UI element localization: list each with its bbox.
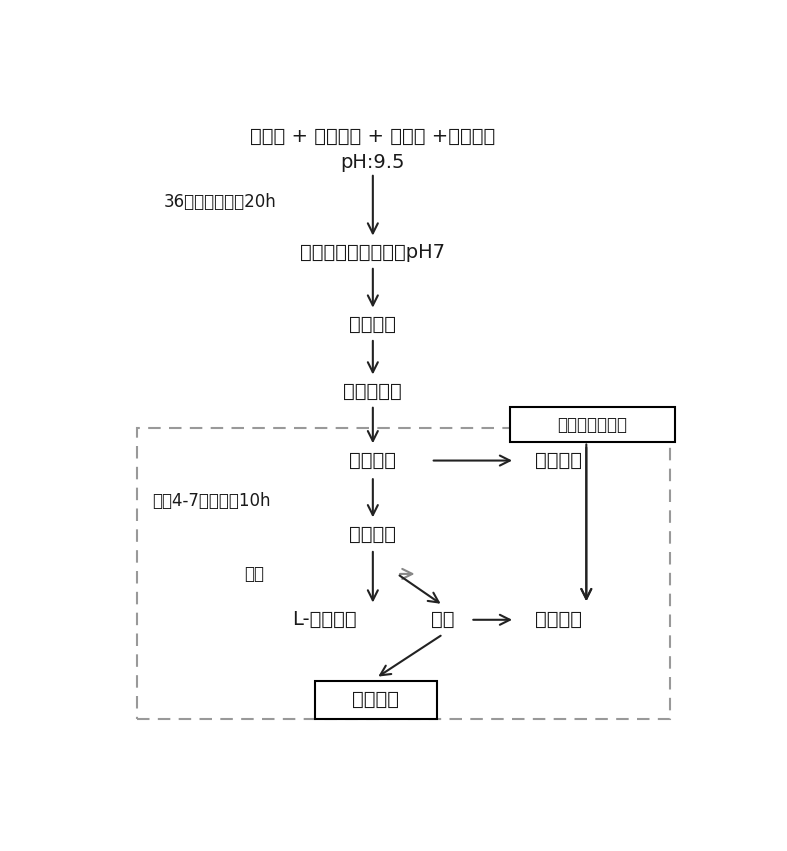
Text: 反应混合液用盐酸调pH7: 反应混合液用盐酸调pH7	[301, 243, 445, 262]
Text: 反应浓缩液: 反应浓缩液	[343, 382, 402, 402]
Text: 减压蒸馏: 减压蒸馏	[349, 316, 397, 334]
Text: 防爆车间内操作: 防爆车间内操作	[557, 416, 627, 434]
Text: L-鸟氨酸盐: L-鸟氨酸盐	[292, 610, 357, 629]
Text: 危险废液: 危险废液	[353, 690, 399, 709]
Text: 36摄氏度，保温20h: 36摄氏度，保温20h	[164, 193, 277, 211]
Text: 白色沉淀: 白色沉淀	[349, 451, 397, 470]
Text: 滤液: 滤液	[431, 610, 455, 629]
Text: 白色结晶: 白色结晶	[349, 525, 397, 544]
Bar	[510, 407, 674, 442]
Text: 精氨酸 + 精氨酸酶 + 硫酸锰 +去离子水: 精氨酸 + 精氨酸酶 + 硫酸锰 +去离子水	[250, 127, 496, 146]
Text: pH:9.5: pH:9.5	[341, 153, 405, 172]
Text: 温度4-7度，时间10h: 温度4-7度，时间10h	[152, 492, 271, 510]
Text: 回收乙醇: 回收乙醇	[535, 610, 582, 629]
Text: 无水乙醇: 无水乙醇	[535, 451, 582, 470]
Bar	[137, 428, 670, 719]
Bar	[315, 681, 437, 719]
Text: 抽滤: 抽滤	[244, 565, 264, 583]
